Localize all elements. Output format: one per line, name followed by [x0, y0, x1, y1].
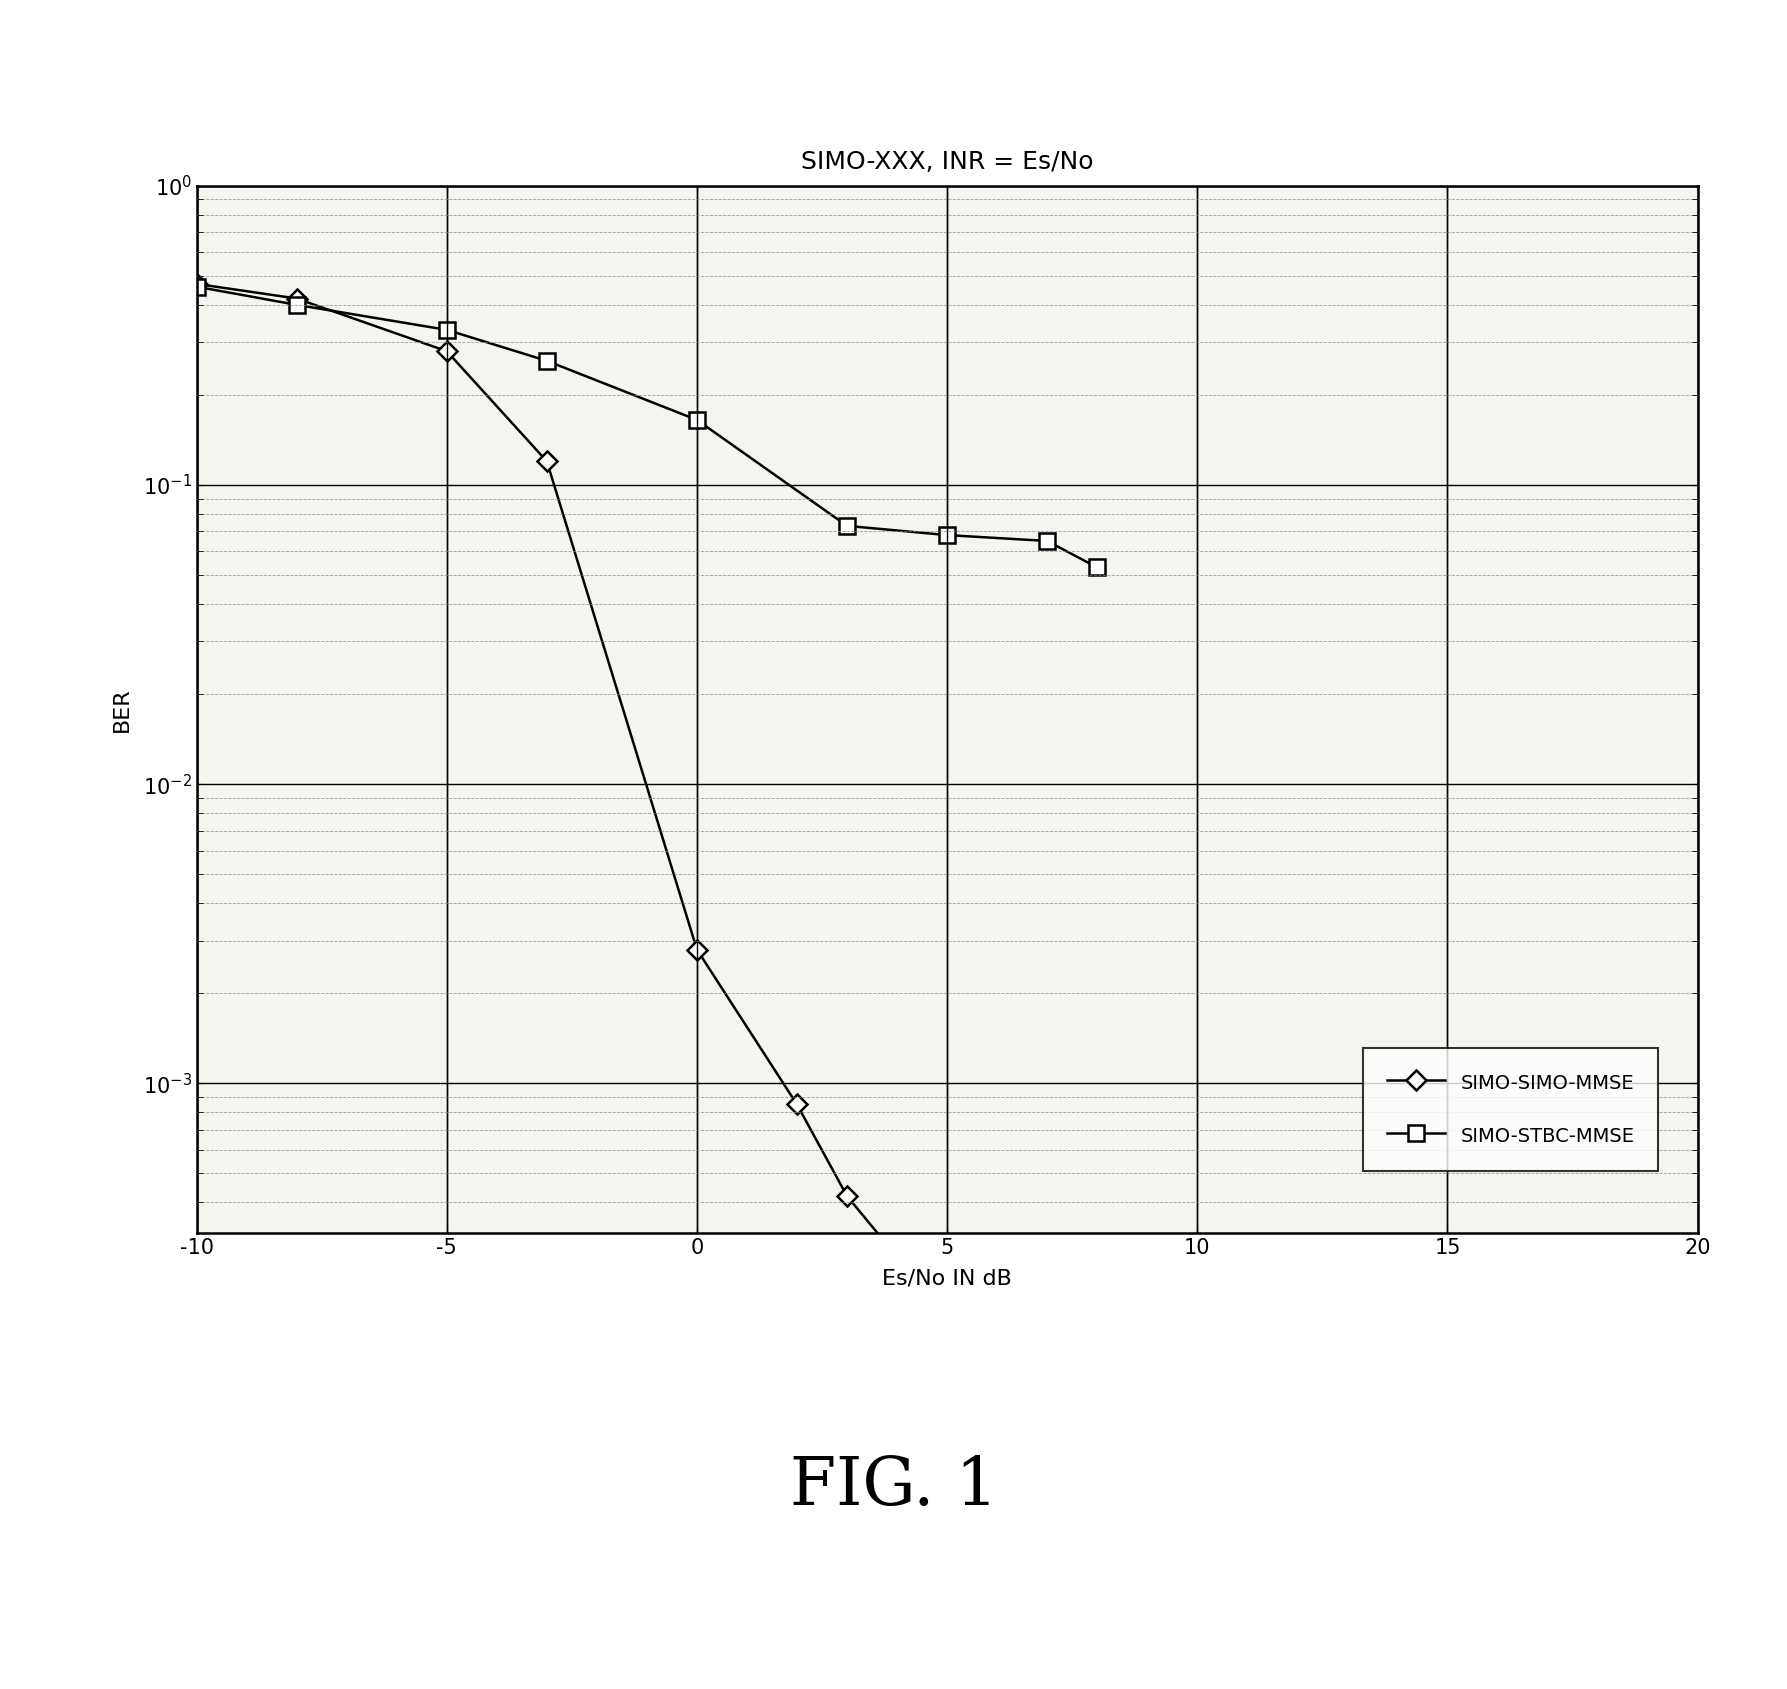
SIMO-STBC-MMSE	[536, 351, 558, 372]
SIMO-STBC-MMSE	[936, 525, 958, 546]
X-axis label: Es/No IN dB: Es/No IN dB	[883, 1268, 1011, 1289]
SIMO-SIMO-MMSE	[786, 1094, 808, 1115]
SIMO-STBC-MMSE	[1036, 530, 1058, 551]
SIMO-STBC-MMSE	[836, 515, 858, 535]
Y-axis label: BER: BER	[111, 687, 132, 731]
Text: FIG. 1: FIG. 1	[790, 1454, 997, 1518]
SIMO-STBC-MMSE	[436, 319, 457, 339]
SIMO-SIMO-MMSE	[836, 1186, 858, 1206]
SIMO-SIMO-MMSE	[936, 1307, 958, 1328]
Title: SIMO-XXX, INR = Es/No: SIMO-XXX, INR = Es/No	[801, 150, 1094, 174]
Legend: SIMO-SIMO-MMSE, SIMO-STBC-MMSE: SIMO-SIMO-MMSE, SIMO-STBC-MMSE	[1363, 1047, 1658, 1170]
SIMO-STBC-MMSE	[1086, 557, 1108, 578]
SIMO-SIMO-MMSE	[536, 451, 558, 471]
Line: SIMO-SIMO-MMSE: SIMO-SIMO-MMSE	[189, 277, 954, 1324]
SIMO-SIMO-MMSE	[686, 939, 708, 959]
SIMO-STBC-MMSE	[686, 410, 708, 431]
SIMO-SIMO-MMSE	[186, 274, 207, 294]
SIMO-SIMO-MMSE	[286, 289, 307, 309]
SIMO-STBC-MMSE	[186, 277, 207, 297]
SIMO-SIMO-MMSE	[436, 341, 457, 361]
SIMO-STBC-MMSE	[286, 294, 307, 314]
Line: SIMO-STBC-MMSE: SIMO-STBC-MMSE	[189, 279, 1104, 576]
